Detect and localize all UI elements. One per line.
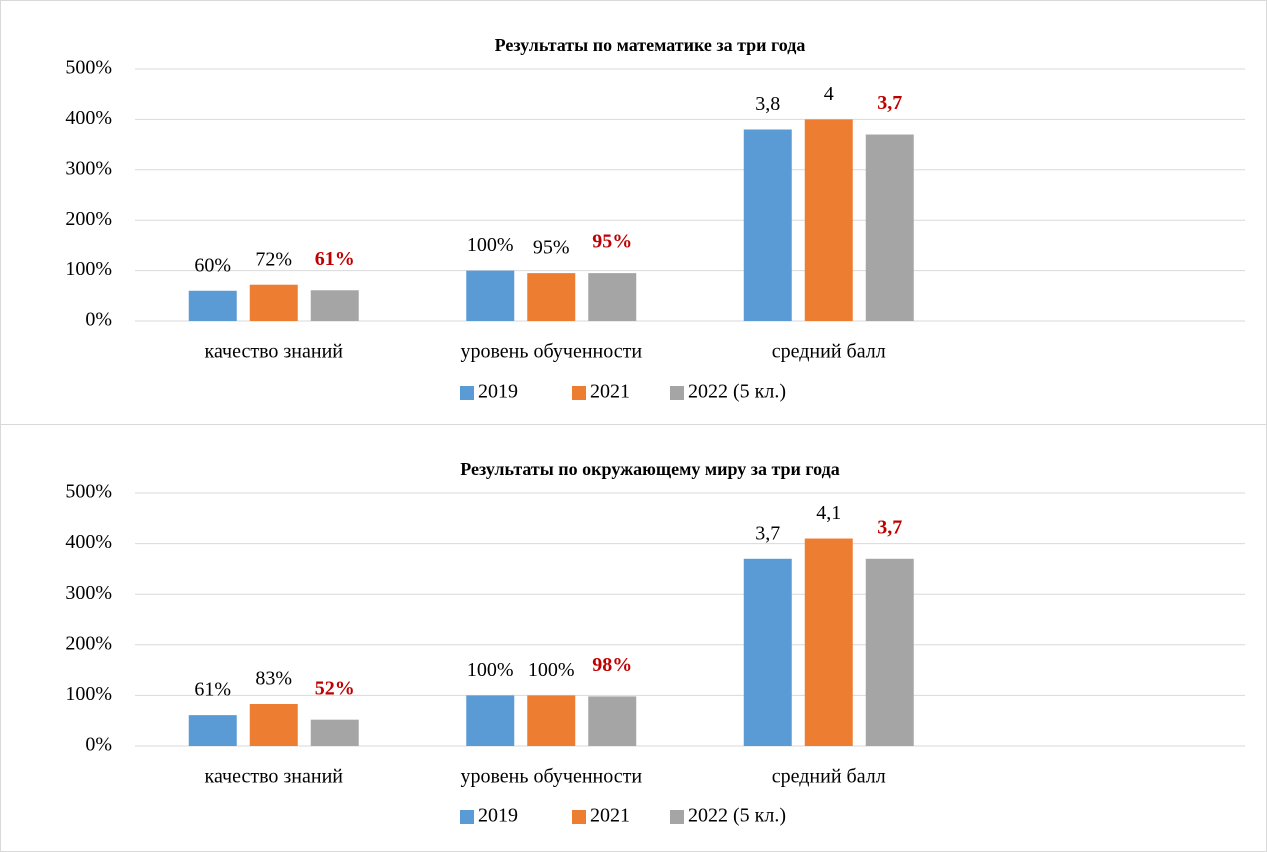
bar <box>804 538 853 746</box>
x-tick-label: средний балл <box>772 341 886 363</box>
legend-label: 2022 (5 кл.) <box>688 381 786 403</box>
legend-swatch <box>670 386 684 400</box>
y-tick-label: 200% <box>65 632 112 654</box>
y-tick-label: 0% <box>85 309 112 331</box>
x-tick-label: уровень обученности <box>460 766 642 788</box>
data-label: 100% <box>528 659 575 681</box>
y-tick-label: 0% <box>85 734 112 756</box>
data-label: 4,1 <box>816 502 841 524</box>
bar <box>249 704 298 746</box>
chart-title: Результаты по окружающему миру за три го… <box>460 459 840 479</box>
bar <box>188 290 237 321</box>
data-label: 72% <box>255 248 292 270</box>
bar <box>249 284 298 321</box>
bar <box>527 273 576 321</box>
data-label: 3,8 <box>755 93 780 115</box>
bar <box>743 129 792 321</box>
y-tick-label: 400% <box>65 107 112 129</box>
legend-label: 2021 <box>590 381 630 403</box>
data-label: 98% <box>592 654 632 676</box>
x-tick-label: качество знаний <box>205 341 344 363</box>
y-tick-label: 300% <box>65 582 112 604</box>
legend-label: 2019 <box>478 381 518 403</box>
data-label: 61% <box>315 248 355 270</box>
bar <box>865 558 914 746</box>
bar <box>466 695 515 746</box>
bar <box>466 270 515 321</box>
legend-swatch <box>460 810 474 824</box>
data-label: 100% <box>467 234 514 256</box>
data-label: 83% <box>255 668 292 690</box>
data-label: 95% <box>592 231 632 253</box>
bar <box>527 695 576 746</box>
y-tick-label: 400% <box>65 531 112 553</box>
data-label: 100% <box>467 659 514 681</box>
bar <box>804 119 853 322</box>
y-tick-label: 100% <box>65 258 112 280</box>
bar <box>865 134 914 321</box>
legend-label: 2021 <box>590 805 630 827</box>
chart-title: Результаты по математике за три года <box>495 35 806 55</box>
legend-swatch <box>572 386 586 400</box>
y-tick-label: 100% <box>65 683 112 705</box>
legend-label: 2019 <box>478 805 518 827</box>
y-tick-label: 500% <box>65 57 112 79</box>
legend-swatch <box>460 386 474 400</box>
data-label: 52% <box>315 677 355 699</box>
x-tick-label: уровень обученности <box>460 341 642 363</box>
data-label: 3,7 <box>755 522 780 544</box>
bar <box>188 715 237 746</box>
legend-swatch <box>670 810 684 824</box>
bar <box>310 290 359 321</box>
bar <box>588 273 637 321</box>
data-label: 95% <box>533 237 570 259</box>
y-tick-label: 500% <box>65 481 112 503</box>
data-label: 3,7 <box>877 516 902 538</box>
data-label: 3,7 <box>877 92 902 114</box>
bar <box>743 558 792 746</box>
legend-label: 2022 (5 кл.) <box>688 805 786 827</box>
data-label: 60% <box>194 254 231 276</box>
x-tick-label: качество знаний <box>205 766 344 788</box>
bar <box>310 719 359 746</box>
bar <box>588 696 637 746</box>
legend-swatch <box>572 810 586 824</box>
data-label: 4 <box>824 83 834 105</box>
data-label: 61% <box>194 679 231 701</box>
x-tick-label: средний балл <box>772 766 886 788</box>
y-tick-label: 300% <box>65 157 112 179</box>
y-tick-label: 200% <box>65 208 112 230</box>
